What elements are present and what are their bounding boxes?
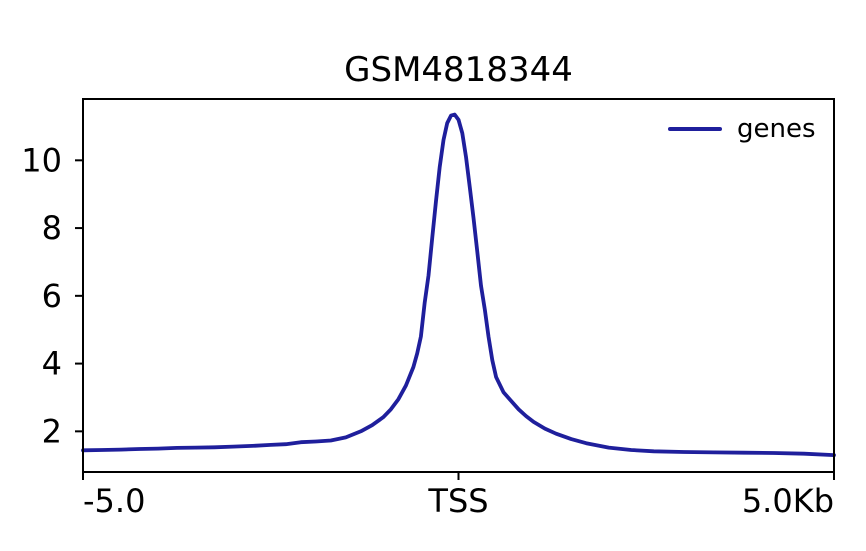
svg-text:-5.0: -5.0 xyxy=(83,482,145,520)
svg-text:TSS: TSS xyxy=(427,482,488,520)
svg-text:6: 6 xyxy=(42,277,62,315)
axes-ticks xyxy=(75,159,835,480)
profile-line xyxy=(81,112,836,458)
axes-tick-labels: 2 4 6 8 10 -5.0 TSS 5.0Kb xyxy=(21,141,834,520)
svg-text:8: 8 xyxy=(42,209,62,247)
svg-text:5.0Kb: 5.0Kb xyxy=(742,482,834,520)
svg-text:4: 4 xyxy=(42,345,62,383)
legend: genes xyxy=(668,114,816,144)
chart-title: GSM4818344 xyxy=(344,50,573,90)
legend-label-genes: genes xyxy=(737,114,816,144)
legend-line-swatch-icon xyxy=(668,127,722,131)
svg-text:10: 10 xyxy=(21,141,62,179)
svg-text:2: 2 xyxy=(42,412,62,450)
axes-spines xyxy=(82,98,835,473)
